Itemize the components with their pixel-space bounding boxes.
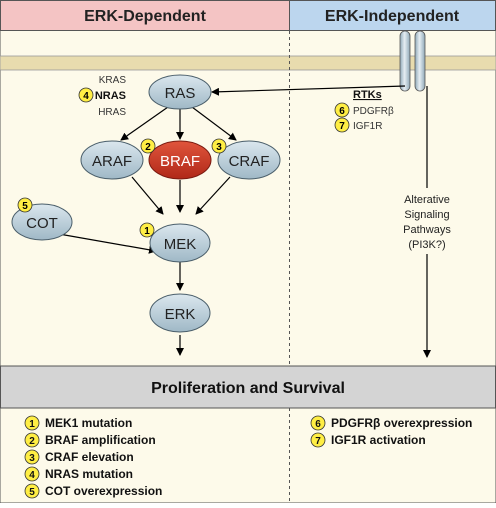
igf1r-label: IGF1R bbox=[353, 121, 382, 132]
arrow-araf-to-mek bbox=[131, 176, 164, 215]
hras-label: HRAS bbox=[98, 107, 126, 118]
svg-text:NRAS mutation: NRAS mutation bbox=[45, 467, 133, 481]
right-header-title: ERK-Independent bbox=[325, 8, 460, 25]
craf-node: CRAF bbox=[217, 140, 281, 180]
svg-text:2: 2 bbox=[145, 142, 151, 153]
legend-left: 1 MEK1 mutation 2 BRAF amplification 3 C… bbox=[24, 415, 162, 499]
svg-text:3: 3 bbox=[29, 453, 35, 464]
svg-text:4: 4 bbox=[29, 470, 35, 481]
svg-text:6: 6 bbox=[315, 419, 321, 430]
erk-node: ERK bbox=[149, 293, 211, 333]
svg-text:Signaling: Signaling bbox=[404, 209, 449, 221]
svg-text:5: 5 bbox=[29, 487, 35, 498]
svg-text:4: 4 bbox=[83, 91, 89, 102]
ras-node-label: RAS bbox=[165, 85, 196, 102]
legend-item-7: 7 IGF1R activation bbox=[310, 432, 426, 448]
svg-text:IGF1R activation: IGF1R activation bbox=[331, 433, 426, 447]
alt-pathway-label-bg bbox=[390, 188, 464, 254]
badge-4-nras: 4 bbox=[78, 87, 94, 103]
araf-node-label: ARAF bbox=[92, 153, 132, 170]
svg-text:6: 6 bbox=[339, 106, 345, 117]
badge-5-cot: 5 bbox=[17, 197, 33, 213]
legend-item-1: 1 MEK1 mutation bbox=[24, 415, 132, 431]
left-header-bar bbox=[0, 0, 290, 31]
cell-membrane bbox=[0, 55, 496, 71]
mek-node: MEK bbox=[149, 223, 211, 263]
arrow-rtk-to-ras bbox=[211, 85, 406, 96]
arrow-ras-to-craf bbox=[191, 106, 237, 141]
ras-node: RAS bbox=[148, 74, 212, 110]
araf-node: ARAF bbox=[80, 140, 144, 180]
nras-label: NRAS bbox=[95, 90, 126, 102]
svg-text:(PI3K?): (PI3K?) bbox=[408, 239, 445, 251]
mek-node-label: MEK bbox=[164, 236, 197, 253]
svg-text:COT overexpression: COT overexpression bbox=[45, 484, 162, 498]
svg-text:7: 7 bbox=[315, 436, 321, 447]
badge-7-igf1r: 7 bbox=[334, 117, 350, 133]
arrow-ras-to-araf bbox=[120, 106, 169, 141]
outcome-band bbox=[0, 365, 496, 409]
left-header-title: ERK-Dependent bbox=[84, 8, 206, 25]
svg-text:2: 2 bbox=[29, 436, 35, 447]
svg-text:PDGFRβ overexpression: PDGFRβ overexpression bbox=[331, 416, 472, 430]
badge-1-mek: 1 bbox=[139, 222, 155, 238]
craf-node-label: CRAF bbox=[229, 153, 270, 170]
svg-text:MEK1 mutation: MEK1 mutation bbox=[45, 416, 132, 430]
svg-text:1: 1 bbox=[29, 419, 35, 430]
svg-text:1: 1 bbox=[144, 226, 150, 237]
kras-label: KRAS bbox=[99, 75, 127, 86]
legend-item-5: 5 COT overexpression bbox=[24, 483, 162, 499]
legend-item-6: 6 PDGFRβ overexpression bbox=[310, 415, 472, 431]
receptor-tyrosine-kinase-icon bbox=[399, 30, 426, 92]
svg-text:3: 3 bbox=[216, 142, 222, 153]
svg-text:Alterative: Alterative bbox=[404, 194, 450, 206]
braf-node-label: BRAF bbox=[160, 153, 200, 170]
legend-item-3: 3 CRAF elevation bbox=[24, 449, 134, 465]
legend-item-2: 2 BRAF amplification bbox=[24, 432, 156, 448]
badge-3-craf: 3 bbox=[211, 138, 227, 154]
arrow-craf-to-mek bbox=[195, 176, 231, 215]
legend-item-4: 4 NRAS mutation bbox=[24, 466, 133, 482]
arrow-cot-to-mek bbox=[58, 233, 157, 254]
svg-text:CRAF elevation: CRAF elevation bbox=[45, 450, 134, 464]
svg-text:7: 7 bbox=[339, 121, 345, 132]
cot-node: COT bbox=[11, 203, 73, 241]
cot-node-label: COT bbox=[26, 215, 58, 232]
badge-2-braf: 2 bbox=[140, 138, 156, 154]
pdgfrb-label: PDGFRβ bbox=[353, 106, 394, 117]
svg-text:Pathways: Pathways bbox=[403, 224, 451, 236]
badge-6-pdgfrb: 6 bbox=[334, 102, 350, 118]
legend-right: 6 PDGFRβ overexpression 7 IGF1R activati… bbox=[310, 415, 472, 448]
svg-text:BRAF amplification: BRAF amplification bbox=[45, 433, 156, 447]
rtks-title: RTKs bbox=[353, 89, 382, 101]
outcome-label: Proliferation and Survival bbox=[151, 380, 345, 397]
erk-node-label: ERK bbox=[165, 306, 196, 323]
svg-text:5: 5 bbox=[22, 201, 28, 212]
alt-pathway-label: Alterative Signaling Pathways (PI3K?) bbox=[403, 194, 451, 251]
braf-node: BRAF bbox=[148, 140, 212, 180]
